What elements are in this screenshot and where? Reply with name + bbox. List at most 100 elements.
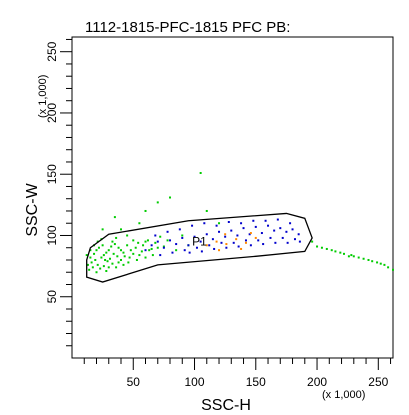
data-point [137,241,140,244]
data-point [218,249,221,252]
data-point [144,240,147,243]
data-point [274,241,277,244]
data-point [379,262,382,265]
data-point [215,224,218,227]
data-point [224,233,227,236]
data-point [122,263,125,266]
data-point [100,256,103,259]
data-point [187,244,190,247]
data-point [220,241,223,244]
data-point [101,244,104,247]
data-point [199,171,202,174]
data-point [112,252,115,255]
data-point [211,238,214,241]
data-point [352,255,355,258]
data-point [148,249,151,252]
data-points [85,171,394,274]
data-point [232,241,235,244]
data-point [123,255,126,258]
data-point [106,260,109,263]
data-point [181,234,184,237]
data-point [126,234,129,237]
data-point [276,218,279,221]
data-point [144,256,147,259]
data-point [138,222,141,225]
data-point [91,266,94,269]
data-point [166,230,169,233]
data-point [320,246,323,249]
data-point [191,224,194,227]
data-point [90,261,93,264]
data-point [342,252,345,255]
data-point [154,241,157,244]
data-point [162,246,165,249]
data-point [311,240,314,243]
data-point [325,247,328,250]
data-point [144,249,147,252]
data-point [134,246,137,249]
data-point [101,228,104,231]
data-point [316,245,319,248]
data-point [286,241,289,244]
data-point [181,236,184,239]
data-point [244,239,247,242]
data-point [236,234,239,237]
data-point [183,249,186,252]
data-point [262,243,265,246]
data-point [117,261,120,264]
data-point [350,254,353,257]
data-point [376,261,379,264]
x-tick-label: 50 [127,375,141,389]
x-tick-label: 200 [307,375,327,389]
chart-title: 1112-1815-PFC-1815 PFC PB: [85,19,290,36]
data-point [159,254,162,257]
data-point [128,256,131,259]
data-point [244,241,247,244]
data-point [383,263,386,266]
data-point [193,235,196,238]
y-tick-label: 250 [45,41,59,61]
data-point [249,232,252,235]
data-point [115,236,118,239]
data-point [113,216,116,219]
data-point [279,227,282,230]
data-point [86,263,89,266]
data-point [254,236,257,239]
data-point [240,247,243,250]
data-point [97,246,100,249]
data-point [116,255,119,258]
data-point [156,240,159,243]
data-point [237,245,240,248]
data-point [104,258,107,261]
data-point [85,254,88,257]
data-point [175,249,178,252]
data-point [227,221,230,224]
data-point [195,246,198,249]
data-point [240,222,243,225]
data-point [132,239,135,242]
data-point [224,235,227,238]
y-tick-label: 100 [45,225,59,245]
data-point [205,209,208,212]
tick-labels: 50 100 150 200 250 50 100 150 200 250 [45,41,389,389]
data-point [205,233,208,236]
data-point [105,270,108,273]
data-point [203,222,206,225]
data-point [334,250,337,253]
x-tick-label: 250 [368,375,388,389]
data-point [293,238,296,241]
data-point [99,267,102,270]
data-point [110,245,113,248]
data-point [166,239,169,242]
x-tick-label: 150 [246,375,266,389]
data-point [89,249,92,252]
data-point [150,247,153,250]
data-point [213,247,216,250]
data-point [248,233,251,236]
data-point [225,246,228,249]
data-point [387,266,390,269]
data-point [135,258,138,261]
data-point [154,234,157,237]
data-point [298,240,301,243]
